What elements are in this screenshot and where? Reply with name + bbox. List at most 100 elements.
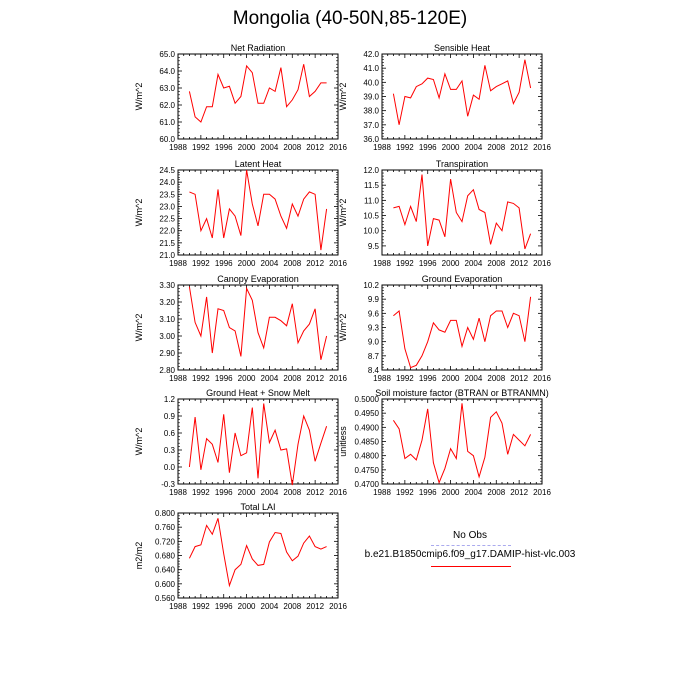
x-tick-label: 2000 (238, 143, 256, 152)
x-tick-label: 1992 (396, 143, 414, 152)
y-tick-label: 21.0 (159, 251, 175, 260)
y-tick-label: 36.0 (363, 135, 379, 144)
x-tick-label: 1988 (373, 488, 391, 497)
x-tick-label: 2000 (442, 259, 460, 268)
x-tick-label: 2008 (487, 488, 505, 497)
x-tick-label: 2000 (442, 488, 460, 497)
y-tick-label: 11.0 (364, 196, 380, 205)
y-tick-label: 0.680 (155, 552, 176, 561)
panel-title: Soil moisture factor (BTRAN or BTRANMN) (375, 388, 549, 398)
y-tick-label: 40.0 (363, 78, 379, 87)
y-tick-label: 21.5 (159, 239, 175, 248)
y-tick-label: 60.0 (159, 135, 175, 144)
x-tick-label: 1996 (215, 488, 233, 497)
y-tick-label: 0.5000 (355, 395, 380, 404)
x-tick-label: 2008 (283, 488, 301, 497)
panel-title: Latent Heat (235, 159, 282, 169)
x-tick-label: 1988 (373, 259, 391, 268)
chart-panel: Soil moisture factor (BTRAN or BTRANMN) u… (338, 388, 551, 497)
y-tick-label: 1.2 (164, 395, 176, 404)
x-tick-label: 1988 (169, 374, 187, 383)
y-tick-label: 37.0 (363, 121, 379, 130)
y-tick-label: 0.4700 (355, 480, 380, 489)
x-tick-label: 1992 (192, 259, 210, 268)
legend-model-line (431, 566, 511, 567)
y-tick-label: -0.3 (161, 480, 175, 489)
x-tick-label: 2004 (465, 259, 483, 268)
y-axis-label: W/m^2 (134, 314, 144, 342)
x-tick-label: 1996 (419, 488, 437, 497)
x-tick-label: 2012 (306, 143, 324, 152)
plot-frame (177, 398, 339, 485)
y-tick-label: 9.9 (368, 295, 380, 304)
y-tick-label: 2.90 (159, 349, 175, 358)
chart-panel: Sensible Heat W/m^2 1988 1992 1996 2000 2004 20… (338, 43, 551, 152)
x-tick-label: 2000 (442, 374, 460, 383)
x-tick-label: 1992 (192, 602, 210, 611)
y-tick-label: 0.560 (155, 594, 176, 603)
y-axis-label: unitless (338, 426, 348, 457)
plot-frame (177, 53, 339, 140)
y-tick-label: 38.0 (363, 107, 379, 116)
x-tick-label: 2012 (510, 488, 528, 497)
x-tick-label: 2012 (510, 259, 528, 268)
y-axis-label: W/m^2 (338, 314, 348, 342)
y-tick-label: 0.800 (155, 509, 176, 518)
plot-frame (381, 284, 543, 371)
x-tick-label: 2016 (329, 374, 347, 383)
x-tick-label: 2000 (238, 602, 256, 611)
panel-title: Canopy Evaporation (217, 274, 299, 284)
series-line (392, 403, 532, 485)
x-tick-label: 2012 (306, 259, 324, 268)
y-tick-label: 62.0 (159, 101, 175, 110)
x-tick-label: 2004 (261, 259, 279, 268)
x-tick-label: 1996 (215, 143, 233, 152)
x-tick-label: 1996 (419, 259, 437, 268)
x-tick-label: 1996 (419, 143, 437, 152)
x-tick-label: 2008 (283, 602, 301, 611)
y-tick-label: 0.4950 (355, 409, 380, 418)
x-tick-label: 2004 (465, 488, 483, 497)
y-tick-label: 9.0 (368, 338, 380, 347)
x-tick-label: 2004 (465, 374, 483, 383)
y-tick-label: 0.4800 (355, 452, 380, 461)
x-tick-label: 2012 (306, 488, 324, 497)
x-tick-label: 2004 (261, 602, 279, 611)
y-tick-label: 0.600 (155, 580, 176, 589)
y-tick-label: 22.0 (159, 227, 175, 236)
series-line (393, 174, 532, 250)
series-line (189, 169, 328, 251)
y-tick-label: 3.20 (159, 298, 175, 307)
x-tick-label: 2016 (329, 602, 347, 611)
x-tick-label: 2000 (238, 488, 256, 497)
y-tick-label: 0.760 (155, 523, 176, 532)
x-tick-label: 1988 (169, 259, 187, 268)
series-line (188, 518, 327, 588)
series-line (188, 286, 328, 360)
y-axis-label: W/m^2 (134, 199, 144, 227)
panel-title: Transpiration (436, 159, 488, 169)
x-tick-label: 2004 (261, 374, 279, 383)
panel-title: Total LAI (240, 502, 275, 512)
x-tick-label: 2016 (533, 259, 551, 268)
x-tick-label: 1988 (169, 602, 187, 611)
x-tick-label: 1988 (373, 143, 391, 152)
x-tick-label: 1992 (396, 488, 414, 497)
y-tick-label: 12.0 (363, 166, 379, 175)
y-tick-label: 9.5 (368, 242, 380, 251)
y-tick-label: 11.5 (364, 181, 380, 190)
y-tick-label: 24.0 (159, 178, 175, 187)
x-tick-label: 2008 (283, 259, 301, 268)
plot-frame (177, 512, 339, 599)
y-tick-label: 0.0 (164, 463, 176, 472)
y-tick-label: 42.0 (363, 50, 379, 59)
x-tick-label: 2016 (329, 259, 347, 268)
x-tick-label: 2000 (442, 143, 460, 152)
plot-frame (381, 169, 543, 256)
panel-title: Ground Evaporation (422, 274, 503, 284)
series-line (188, 403, 328, 486)
y-tick-label: 9.3 (368, 324, 380, 333)
x-tick-label: 2016 (533, 143, 551, 152)
x-tick-label: 2016 (533, 488, 551, 497)
